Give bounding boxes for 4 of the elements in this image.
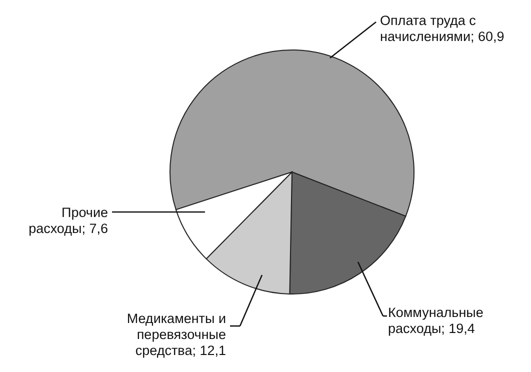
slice-label: Оплата труда с начислениями; 60,9 (380, 13, 504, 44)
slice-label: Коммунальные расходы; 19,4 (388, 305, 484, 336)
slice-label: Медикаменты и перевязочные средства; 12,1 (126, 311, 226, 358)
slice-label: Прочие расходы; 7,6 (28, 205, 108, 236)
